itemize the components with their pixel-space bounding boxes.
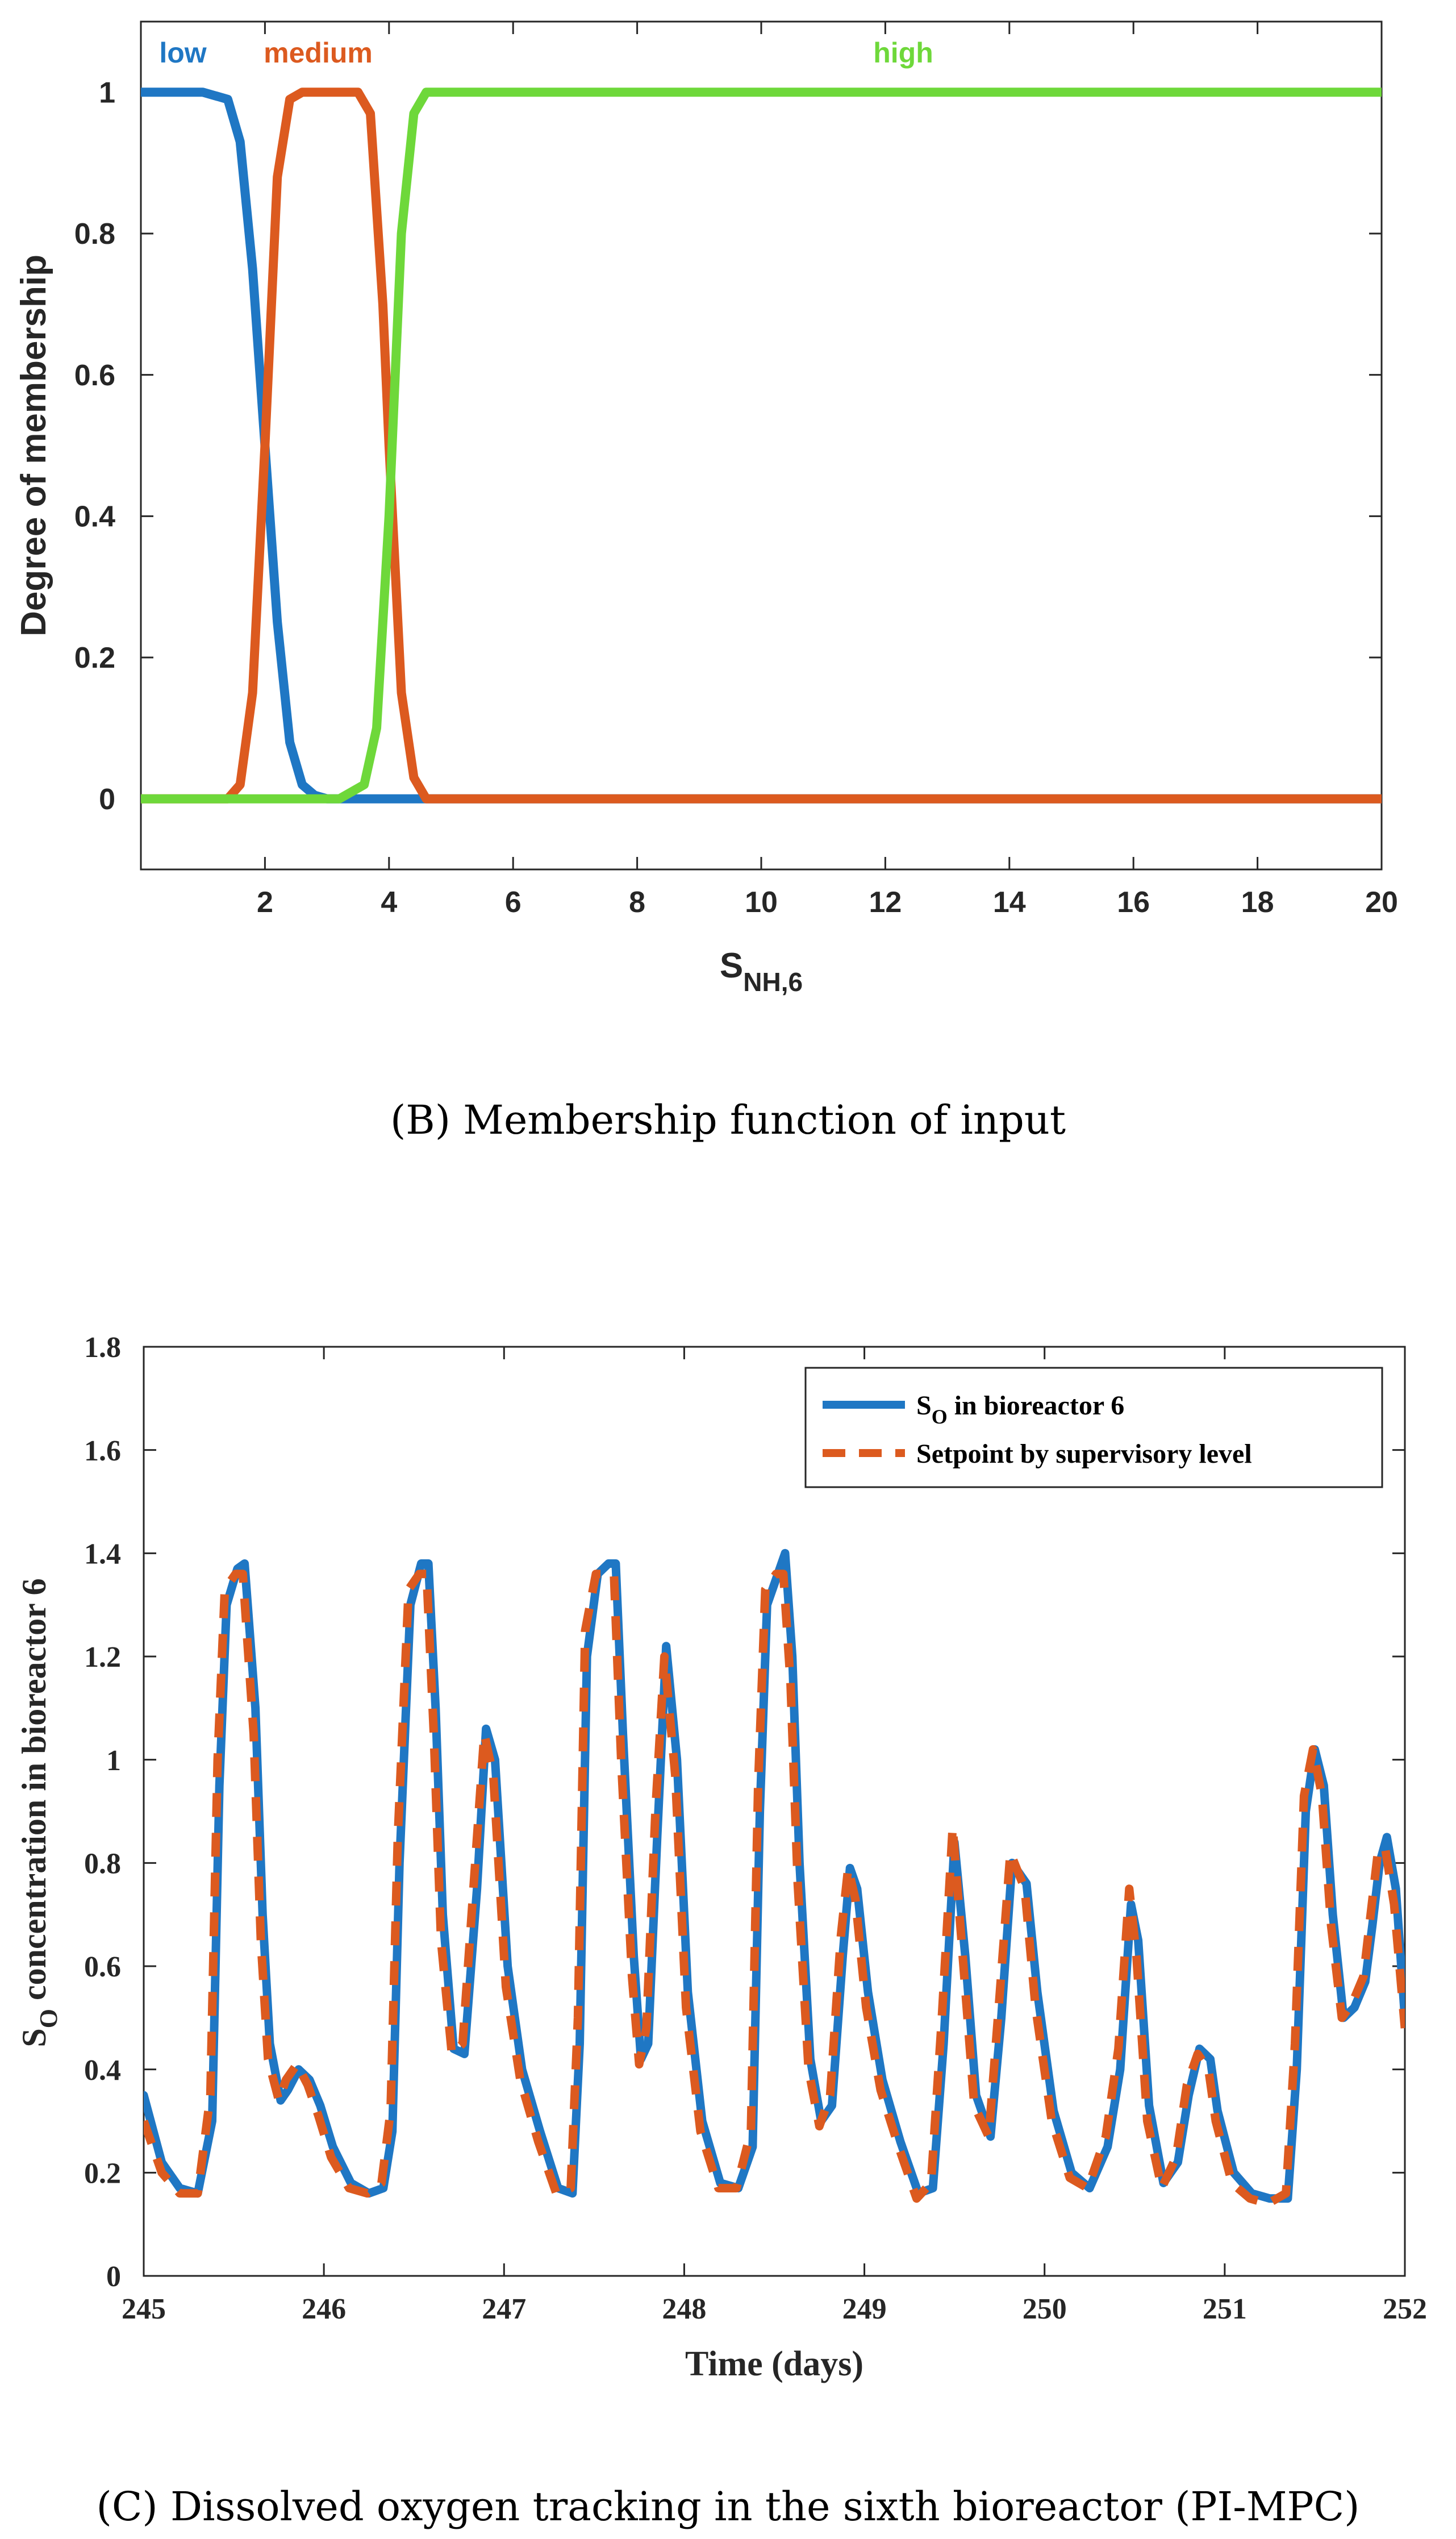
x-axis-label: SNH,6: [720, 946, 803, 997]
x-tick-label: 6: [505, 886, 522, 919]
x-tick-label: 252: [1383, 2293, 1427, 2325]
y-tick-label: 0: [99, 783, 115, 816]
x-tick-label: 8: [629, 886, 645, 919]
legend-box: [804, 1367, 1383, 1488]
legend-label: Setpoint by supervisory level: [916, 1439, 1252, 1469]
series-line-high: [141, 88, 1382, 804]
oxygen-tracking-chart: 245 246 247 248 249 250 251 252 0 0.2 0.4 0.6 0.8 1 1.…: [15, 1331, 1427, 2383]
y-tick-label: 0.6: [74, 359, 115, 392]
y-tick-label: 1.4: [84, 1538, 121, 1571]
x-tick-label: 4: [381, 886, 397, 919]
caption-membership: (B) Membership function of input: [390, 1097, 1066, 1143]
plot-area: [140, 20, 1383, 871]
x-tick-label: 10: [745, 886, 778, 919]
x-tick-label: 246: [302, 2293, 346, 2325]
caption-oxygen: (C) Dissolved oxygen tracking in the six…: [96, 2483, 1360, 2530]
legend-label: SO in bioreactor 6: [916, 1391, 1124, 1428]
y-tick-label: 0.6: [84, 1951, 121, 1983]
x-tick-label: 2: [257, 886, 273, 919]
y-tick-label: 0.4: [74, 501, 115, 534]
x-tick-label: 247: [482, 2293, 526, 2325]
x-tick-label: 250: [1023, 2293, 1067, 2325]
legend-high: high: [873, 37, 933, 69]
x-tick-label: 16: [1117, 886, 1150, 919]
y-tick-label: 0.4: [84, 2054, 121, 2087]
x-tick-label: 12: [869, 886, 902, 919]
y-tick-label: 1.6: [84, 1435, 121, 1467]
x-tick-label: 245: [122, 2293, 166, 2325]
x-tick-label: 249: [842, 2293, 887, 2325]
y-tick-label: 1: [106, 1745, 121, 1777]
y-axis-label: Degree of membership: [14, 255, 53, 636]
y-tick-label: 1.2: [84, 1641, 121, 1674]
legend-medium: medium: [264, 37, 373, 69]
y-tick-label: 0.8: [84, 1848, 121, 1880]
y-tick-label: 0.2: [84, 2158, 121, 2190]
y-tick-label: 0.2: [74, 642, 115, 675]
plot-area: [143, 1346, 1406, 2277]
y-tick-label: 0.8: [74, 218, 115, 251]
x-axis-label: Time (days): [685, 2345, 863, 2383]
y-tick-label: 0: [106, 2261, 121, 2293]
x-tick-label: 251: [1203, 2293, 1247, 2325]
y-axis-label: SO concentration in bioreactor 6: [15, 1578, 62, 2047]
legend-low: low: [159, 37, 206, 69]
x-tick-label: 18: [1241, 886, 1274, 919]
x-tick-label: 14: [993, 886, 1026, 919]
series-line-setpoint-by-supervisory-level: [144, 1570, 1405, 2208]
x-tick-label: 20: [1365, 886, 1398, 919]
y-tick-label: 1: [99, 77, 115, 110]
series-line-medium: [141, 88, 1382, 804]
membership-chart: 2 4 6 8 10 12 14 16 18 20 0 0.2 0.4 0.6 0.8 1 low medium h…: [14, 20, 1398, 997]
y-tick-label: 1.8: [84, 1331, 121, 1364]
x-tick-label: 248: [662, 2293, 706, 2325]
